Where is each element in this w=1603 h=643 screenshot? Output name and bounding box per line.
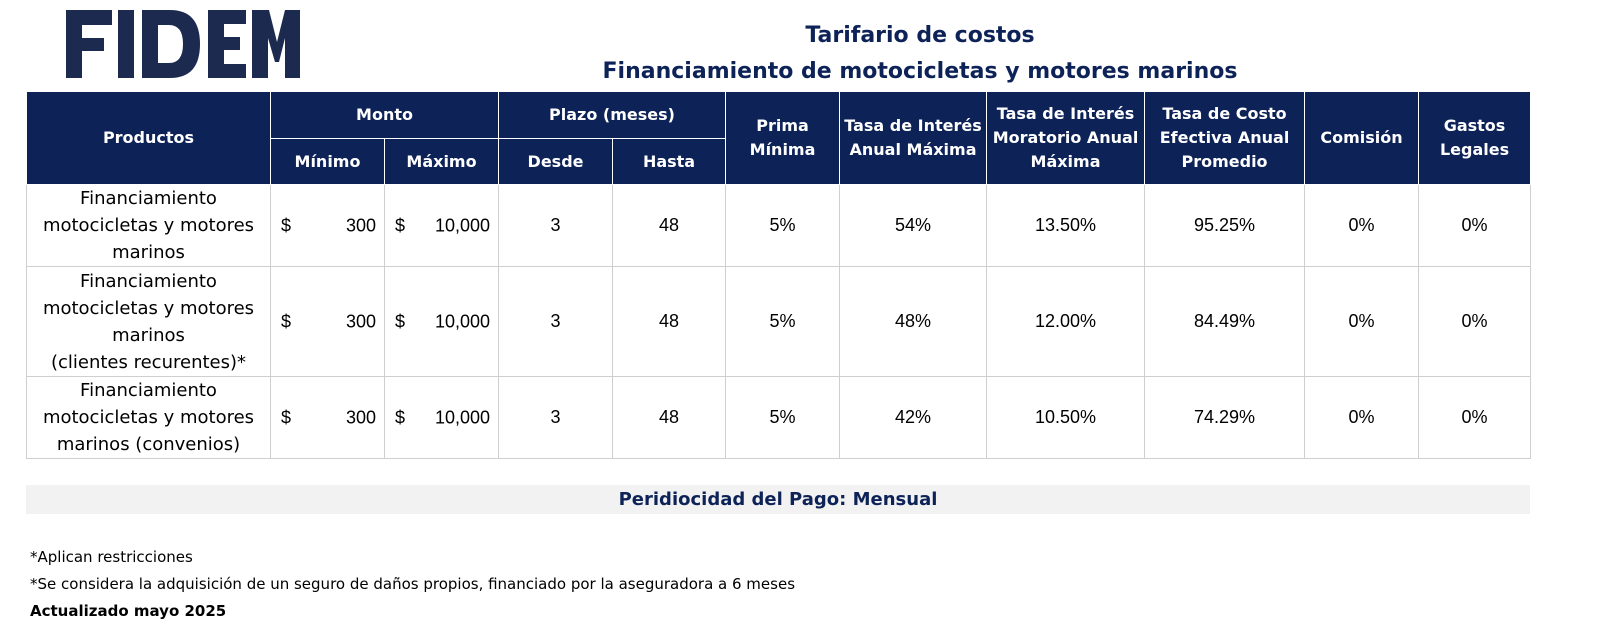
updated-date: Actualizado mayo 2025 [30,602,227,620]
page-title: Tarifario de costos [805,23,1035,48]
header-tasa-costo: Tasa de Costo Efectiva Anual Promedio [1144,91,1306,185]
producto-line: marinos [112,324,185,346]
tasa-moratorio: 13.50% [986,184,1146,267]
monto-maximo-cell: $ 10,000 [383,184,500,267]
producto-line: Financiamiento [80,270,217,292]
prima-minima: 5% [725,376,841,459]
producto-line: motocicletas y motores [42,297,255,319]
header-prima: Prima Mínima [725,91,841,185]
title-block: Tarifario de costos Financiamiento de mo… [560,18,1280,90]
plazo-hasta: 48 [612,266,727,377]
prima-minima: 5% [725,266,841,377]
producto-line: Financiamiento [80,188,217,209]
currency-symbol: $ [281,215,292,235]
header-maximo: Máximo [383,138,500,185]
tasa-costo: 84.49% [1144,266,1306,377]
gastos-legales: 0% [1418,184,1532,267]
producto-line: Financiamiento [80,380,217,401]
note-seguro: *Se considera la adquisición de un segur… [30,575,796,593]
notes: *Aplican restricciones *Se considera la … [30,544,795,625]
header-tasa-interes: Tasa de Interés Anual Máxima [839,91,988,185]
monto-maximo: 10,000 [434,215,491,235]
producto-cell: Financiamiento motocicletas y motores ma… [26,376,271,459]
currency-symbol: $ [395,215,406,235]
tasa-interes: 48% [839,266,988,377]
currency-symbol: $ [281,407,292,427]
table-row: Financiamiento motocicletas y motores ma… [26,266,1532,377]
plazo-desde: 3 [498,266,614,377]
table-row: Financiamiento motocicletas y motores ma… [26,184,1532,267]
tasa-interes: 54% [839,184,988,267]
comision: 0% [1304,184,1420,267]
monto-minimo: 300 [345,311,376,331]
gastos-legales: 0% [1418,266,1532,377]
tarifa-rows: Financiamiento motocicletas y motores ma… [26,184,1532,459]
monto-minimo-cell: $ 300 [270,376,385,459]
producto-cell: Financiamiento motocicletas y motores ma… [26,266,271,377]
plazo-hasta: 48 [612,376,727,459]
header-monto: Monto [269,91,500,139]
header-comision: Comisión [1304,91,1420,185]
tasa-costo: 95.25% [1144,184,1306,267]
plazo-hasta: 48 [612,184,727,267]
header-gastos: Gastos Legales [1418,91,1532,185]
currency-symbol: $ [281,311,292,331]
tasa-interes: 42% [839,376,988,459]
producto-line: (clientes recurentes)* [50,351,247,373]
table-row: Financiamiento motocicletas y motores ma… [26,376,1532,459]
header-productos: Productos [26,91,271,185]
monto-maximo-cell: $ 10,000 [383,376,500,459]
periodicidad-banner: Peridiocidad del Pago: Mensual [26,485,1530,514]
plazo-desde: 3 [498,376,614,459]
page-subtitle: Financiamiento de motocicletas y motores… [602,59,1238,84]
producto-line: motocicletas y motores [42,407,255,428]
header-desde: Desde [498,138,614,185]
monto-maximo: 10,000 [434,311,491,331]
producto-line: marinos [112,242,185,263]
comision: 0% [1304,376,1420,459]
comision: 0% [1304,266,1420,377]
producto-cell: Financiamiento motocicletas y motores ma… [26,184,271,267]
header-tasa-moratorio: Tasa de Interés Moratorio Anual Máxima [986,91,1146,185]
producto-line: motocicletas y motores [42,215,255,236]
monto-minimo-cell: $ 300 [270,184,385,267]
tasa-moratorio: 10.50% [986,376,1146,459]
currency-symbol: $ [395,407,406,427]
prima-minima: 5% [725,184,841,267]
monto-maximo-cell: $ 10,000 [383,266,500,377]
plazo-desde: 3 [498,184,614,267]
gastos-legales: 0% [1418,376,1532,459]
monto-minimo: 300 [345,407,376,427]
monto-maximo: 10,000 [434,407,491,427]
currency-symbol: $ [395,311,406,331]
tarifa-table: Productos Monto Plazo (meses) Prima Míni… [26,91,1532,459]
monto-minimo: 300 [345,215,376,235]
tasa-moratorio: 12.00% [986,266,1146,377]
fidem-logo [66,10,300,78]
monto-minimo-cell: $ 300 [270,266,385,377]
note-restricciones: *Aplican restricciones [30,548,193,566]
header-plazo: Plazo (meses) [498,91,727,139]
header-hasta: Hasta [612,138,727,185]
tasa-costo: 74.29% [1144,376,1306,459]
producto-line: marinos (convenios) [56,434,241,455]
header-minimo: Mínimo [270,138,385,185]
